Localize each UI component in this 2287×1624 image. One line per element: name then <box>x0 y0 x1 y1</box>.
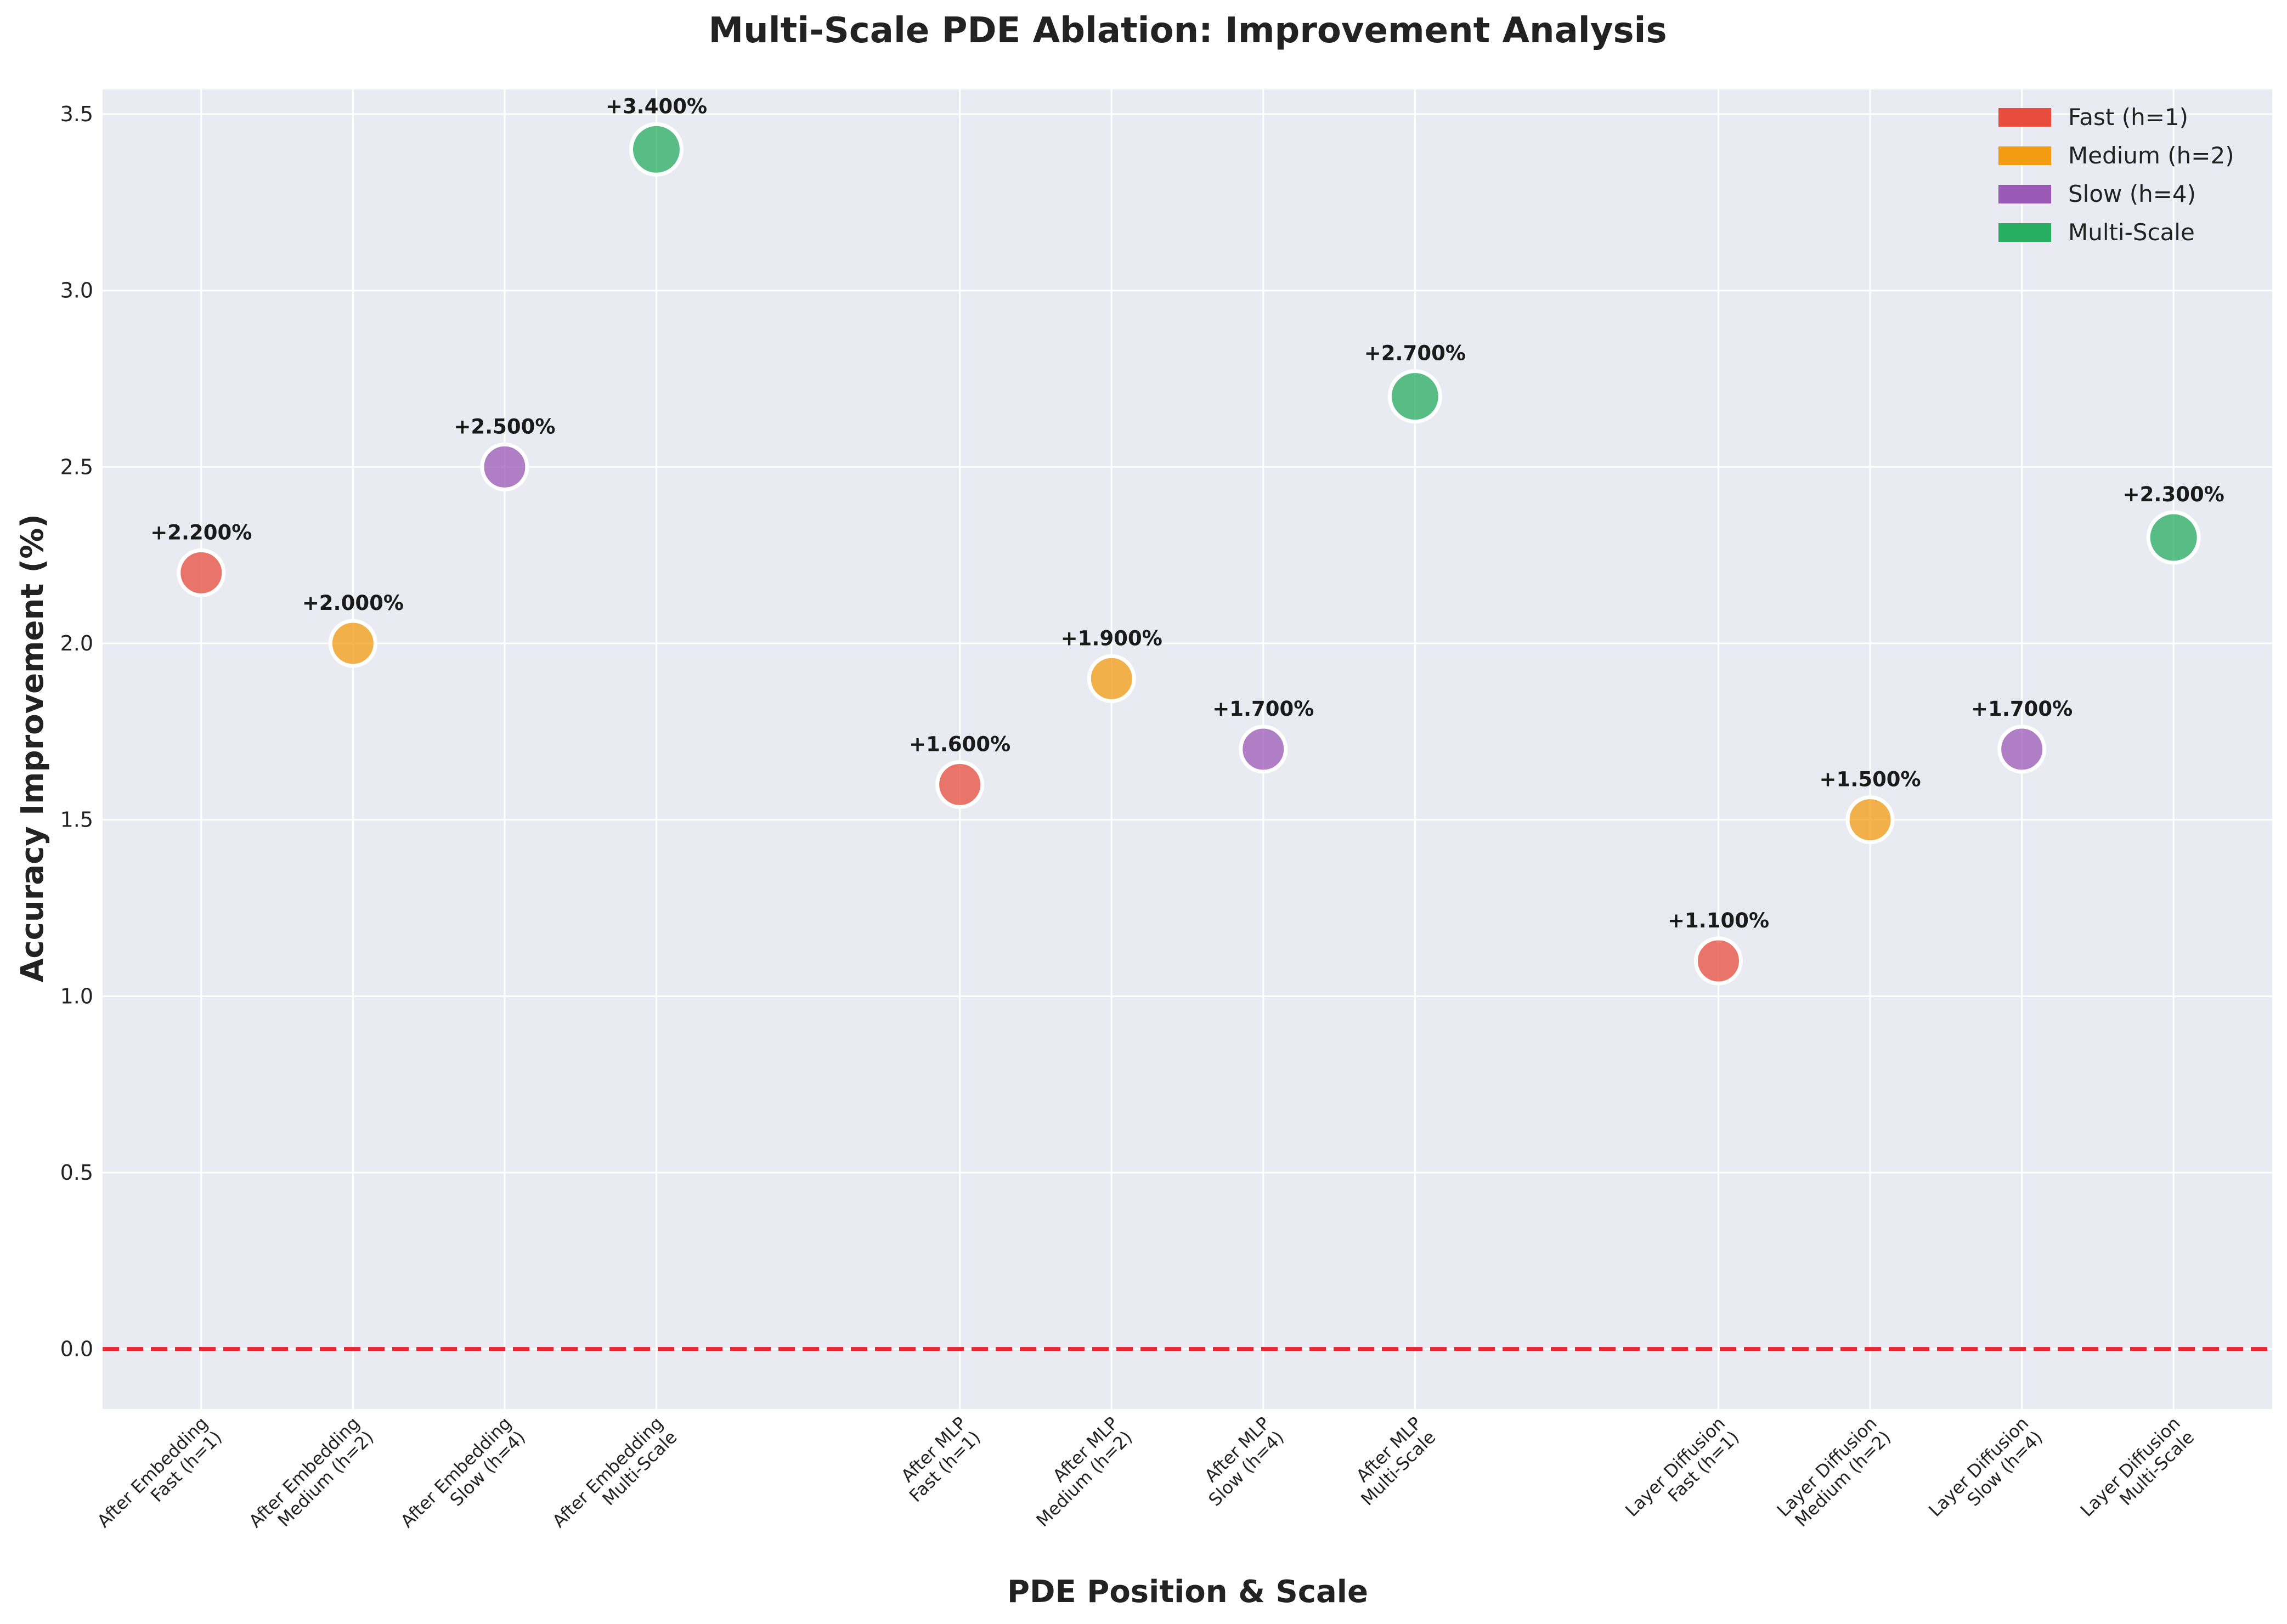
y-tick-label: 3.0 <box>60 279 93 303</box>
data-point <box>935 760 985 809</box>
data-label: +2.300% <box>2123 483 2224 506</box>
legend: Fast (h=1) Medium (h=2) Slow (h=4) Multi… <box>1998 104 2234 246</box>
data-label: +2.500% <box>454 415 555 438</box>
data-point <box>177 548 226 597</box>
y-tick-label: 0.5 <box>60 1161 93 1185</box>
data-point <box>1845 795 1895 845</box>
data-point <box>1997 725 2047 774</box>
data-point <box>1387 369 1442 424</box>
legend-swatch-fast <box>1998 108 2051 127</box>
data-label: +1.600% <box>909 732 1010 756</box>
data-point <box>1239 725 1288 774</box>
data-labels: +2.200% +2.000% +2.500% +3.400% +1.600% +1.90… <box>150 94 2224 932</box>
legend-swatch-slow <box>1998 185 2051 203</box>
y-tick-label: 2.5 <box>60 455 93 479</box>
data-point <box>328 619 377 668</box>
y-tick-label: 3.5 <box>60 102 93 126</box>
data-label: +1.700% <box>1971 697 2073 721</box>
legend-label-slow: Slow (h=4) <box>2068 180 2196 207</box>
y-tick-label: 1.5 <box>60 808 93 832</box>
data-points <box>177 122 2201 986</box>
data-label: +1.100% <box>1668 909 1769 932</box>
legend-swatch-medium <box>1998 146 2051 165</box>
data-point <box>2146 510 2201 565</box>
legend-label-multi-scale: Multi-Scale <box>2068 219 2195 246</box>
data-point <box>480 442 529 491</box>
y-tick-labels: 0.0 0.5 1.0 1.5 2.0 2.5 3.0 3.5 <box>60 102 93 1361</box>
data-label: +3.400% <box>606 94 707 118</box>
chart-title: Multi-Scale PDE Ablation: Improvement An… <box>708 10 1667 51</box>
y-gridlines <box>103 113 2272 1350</box>
data-point <box>1087 654 1136 703</box>
plot-area <box>103 89 2272 1409</box>
data-label: +1.900% <box>1061 626 1162 650</box>
data-point <box>629 122 684 177</box>
legend-label-fast: Fast (h=1) <box>2068 104 2188 131</box>
y-tick-label: 1.0 <box>60 984 93 1008</box>
data-label: +1.500% <box>1820 768 1921 791</box>
legend-swatch-multi-scale <box>1998 223 2051 242</box>
data-label: +2.200% <box>150 520 252 544</box>
data-label: +2.000% <box>302 591 404 615</box>
y-axis-label: Accuracy Improvement (%) <box>15 514 50 982</box>
data-point <box>1694 936 1743 986</box>
data-label: +2.700% <box>1364 342 1466 365</box>
y-tick-label: 0.0 <box>60 1337 93 1361</box>
x-axis-label: PDE Position & Scale <box>1007 1574 1368 1610</box>
legend-label-medium: Medium (h=2) <box>2068 142 2234 169</box>
data-label: +1.700% <box>1212 697 1314 721</box>
y-tick-label: 2.0 <box>60 631 93 655</box>
